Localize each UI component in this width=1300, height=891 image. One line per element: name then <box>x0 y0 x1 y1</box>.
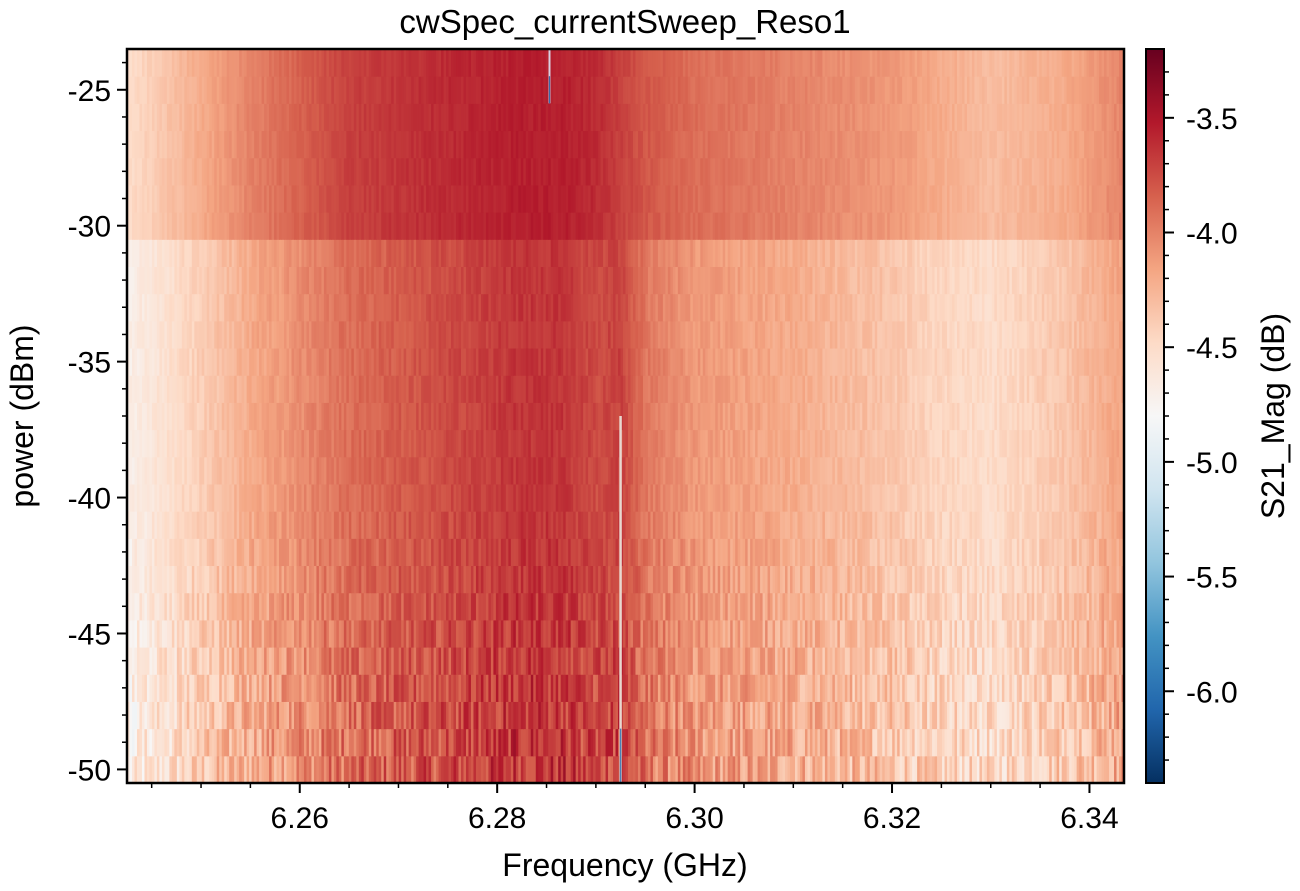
colorbar <box>1145 48 1165 784</box>
y-tick-label: -30 <box>68 211 111 244</box>
x-tick-label: 6.32 <box>863 802 921 835</box>
chart-title: cwSpec_currentSweep_Reso1 <box>399 3 850 40</box>
heatmap-row <box>127 565 1124 594</box>
y-tick-label: -45 <box>68 618 111 651</box>
colorbar-tick-label: -6.0 <box>1186 676 1238 709</box>
heatmap-row <box>127 348 1124 376</box>
heatmap-row <box>127 483 1124 512</box>
heatmap-row <box>127 592 1124 621</box>
colorbar-tick-label: -4.5 <box>1186 332 1238 365</box>
heatmap-row <box>127 239 1124 267</box>
heatmap-row <box>127 619 1124 648</box>
colorbar-label: S21_Mag (dB) <box>1255 313 1291 519</box>
x-axis: 6.26 6.28 6.30 6.32 6.34 <box>150 783 1119 835</box>
colorbar-tick-label: -5.5 <box>1186 562 1238 595</box>
x-tick-label: 6.28 <box>468 802 526 835</box>
x-axis-label: Frequency (GHz) <box>502 847 747 883</box>
heatmap-row <box>127 266 1124 295</box>
heatmap-row <box>127 293 1124 322</box>
heatmap-row <box>127 49 1124 77</box>
heatmap-row <box>127 157 1124 186</box>
heatmap-row <box>127 674 1124 702</box>
y-tick-label: -35 <box>68 347 111 380</box>
heatmap-row <box>127 184 1124 213</box>
heatmap-row <box>127 402 1124 431</box>
colorbar-tick-label: -5.0 <box>1186 447 1238 480</box>
heatmap-row <box>127 647 1124 675</box>
heatmap-row <box>127 728 1124 757</box>
heatmap-row <box>127 212 1124 240</box>
heatmap-row <box>127 755 1124 783</box>
heatmap-row <box>127 429 1124 458</box>
y-axis-label: power (dBm) <box>4 324 40 507</box>
colorbar-tick-label: -3.5 <box>1186 103 1238 136</box>
x-tick-label: 6.34 <box>1060 802 1118 835</box>
heatmap-row <box>127 375 1124 403</box>
colorbar-tick-label: -4.0 <box>1186 218 1238 251</box>
heatmap-row <box>127 76 1124 104</box>
y-tick-label: -25 <box>68 75 111 108</box>
heatmap-row <box>127 103 1124 132</box>
heatmap-row <box>127 701 1124 730</box>
heatmap-row <box>127 456 1124 485</box>
heatmap-plot-area <box>127 49 1124 783</box>
heatmap-row <box>127 511 1124 539</box>
heatmap-row <box>127 130 1124 159</box>
y-tick-label: -50 <box>68 754 111 787</box>
colorbar-axis: -3.5 -4.0 -4.5 -5.0 -5.5 -6.0 <box>1164 71 1238 761</box>
x-tick-label: 6.26 <box>271 802 329 835</box>
x-tick-label: 6.30 <box>665 802 723 835</box>
y-axis: -25 -30 -35 -40 -45 -50 <box>68 61 127 787</box>
y-tick-label: -40 <box>68 483 111 516</box>
heatmap-row <box>127 538 1124 567</box>
heatmap-row <box>127 320 1124 349</box>
